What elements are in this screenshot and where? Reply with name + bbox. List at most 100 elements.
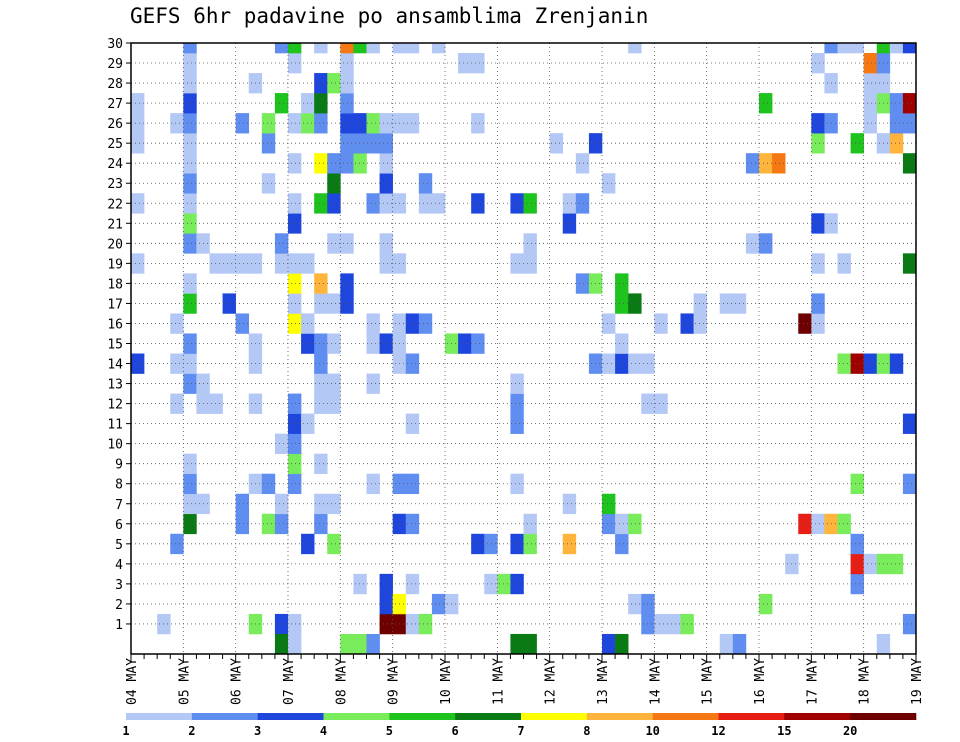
x-tick-label: 13 MAY — [596, 658, 611, 705]
heatmap-cell — [902, 43, 917, 54]
heatmap-cell — [745, 233, 760, 254]
heatmap-cell — [405, 43, 420, 54]
y-tick-label: 24 — [107, 157, 123, 172]
heatmap-cell — [314, 353, 328, 374]
heatmap-cell — [314, 373, 328, 394]
heatmap-cell — [209, 393, 223, 414]
heatmap-cell — [615, 633, 629, 655]
heatmap-cell — [314, 93, 328, 114]
heatmap-cell — [235, 313, 250, 334]
heatmap-cell — [183, 113, 197, 134]
heatmap-cell — [183, 293, 197, 314]
heatmap-cell — [261, 133, 276, 154]
x-tick-label: 15 MAY — [701, 658, 716, 705]
heatmap-cell — [288, 433, 302, 454]
heatmap-cell — [131, 133, 145, 154]
heatmap-cell — [340, 43, 354, 54]
heatmap-cell — [628, 593, 642, 615]
y-tick-label: 28 — [107, 77, 123, 92]
heatmap-cell — [379, 233, 393, 254]
heatmap-cell — [889, 93, 904, 114]
heatmap-cell — [575, 193, 590, 214]
y-tick-label: 17 — [107, 297, 123, 312]
y-tick-label: 3 — [115, 578, 123, 593]
heatmap-cell — [431, 193, 446, 214]
colorbar-label: 10 — [645, 724, 659, 738]
heatmap-cell — [889, 113, 904, 134]
heatmap-cell — [353, 633, 367, 655]
colorbar-swatch — [257, 713, 324, 720]
heatmap-cell — [183, 193, 197, 214]
heatmap-cell — [274, 233, 289, 254]
heatmap-cell — [902, 613, 917, 635]
heatmap-cell — [405, 513, 420, 535]
y-tick-label: 5 — [115, 538, 123, 553]
heatmap-cell — [458, 53, 472, 74]
heatmap-cell — [274, 43, 289, 54]
heatmap-cell — [889, 43, 904, 54]
heatmap-cell — [759, 233, 773, 254]
x-tick-label: 17 MAY — [805, 658, 820, 705]
heatmap-cell — [837, 513, 851, 535]
heatmap-cell — [615, 353, 629, 374]
heatmap-cell — [183, 493, 197, 515]
heatmap-cell — [562, 533, 577, 555]
heatmap-cell — [379, 573, 393, 595]
heatmap-cell — [889, 553, 904, 575]
heatmap-cell — [497, 573, 511, 595]
heatmap-cell — [170, 353, 184, 374]
colorbar-label: 7 — [517, 724, 524, 738]
y-tick-label: 11 — [107, 418, 123, 433]
colorbar-label: 8 — [583, 724, 590, 738]
heatmap-cell — [314, 193, 328, 214]
heatmap-cell — [261, 513, 276, 535]
heatmap-cell — [327, 73, 341, 94]
heatmap-cell — [170, 113, 184, 134]
colorbar-swatch — [652, 713, 719, 720]
heatmap-cell — [471, 193, 485, 214]
heatmap-cell — [379, 173, 393, 194]
heatmap-cell — [863, 553, 878, 575]
heatmap-cell — [902, 113, 917, 134]
heatmap-cell — [667, 613, 681, 635]
colorbar-label: 20 — [843, 724, 857, 738]
colorbar-swatch — [586, 713, 653, 720]
heatmap-cell — [510, 473, 524, 495]
x-tick-label: 18 MAY — [858, 658, 873, 705]
heatmap-cell — [562, 493, 577, 515]
heatmap-cell — [811, 293, 825, 314]
heatmap-cell — [314, 453, 328, 475]
heatmap-cell — [562, 193, 577, 214]
heatmap-cell — [628, 293, 642, 314]
y-tick-label: 20 — [107, 237, 123, 252]
heatmap-cell — [510, 573, 524, 595]
heatmap-cell — [510, 413, 524, 434]
y-tick-label: 10 — [107, 438, 123, 453]
heatmap-cell — [602, 493, 616, 515]
heatmap-cell — [850, 473, 864, 495]
heatmap-cell — [602, 353, 616, 374]
heatmap-cell — [183, 373, 197, 394]
heatmap-cell — [366, 133, 380, 154]
heatmap-cell — [288, 43, 302, 54]
heatmap-cell — [510, 533, 524, 555]
heatmap-cell — [183, 353, 197, 374]
heatmap-cell — [353, 153, 367, 174]
heatmap-cell — [183, 473, 197, 495]
x-tick-label: 12 MAY — [544, 658, 559, 705]
heatmap-cell — [523, 233, 537, 254]
x-tick-label: 09 MAY — [387, 658, 402, 705]
heatmap-cell — [575, 273, 590, 294]
heatmap-cell — [183, 53, 197, 74]
heatmap-cell — [837, 43, 851, 54]
heatmap-cell — [902, 153, 917, 174]
heatmap-cell — [288, 273, 302, 294]
heatmap-cell — [327, 173, 341, 194]
heatmap-cell — [902, 253, 917, 274]
y-tick-label: 30 — [107, 37, 123, 52]
colorbar-swatch — [389, 713, 456, 720]
y-tick-label: 14 — [107, 358, 123, 373]
x-axis: 04 MAY 05 MAY 06 MAY 07 MAY 08 MAY 09 MAY 10 M… — [125, 654, 925, 705]
x-tick-label: 07 MAY — [282, 658, 297, 705]
heatmap-cell — [902, 473, 917, 495]
